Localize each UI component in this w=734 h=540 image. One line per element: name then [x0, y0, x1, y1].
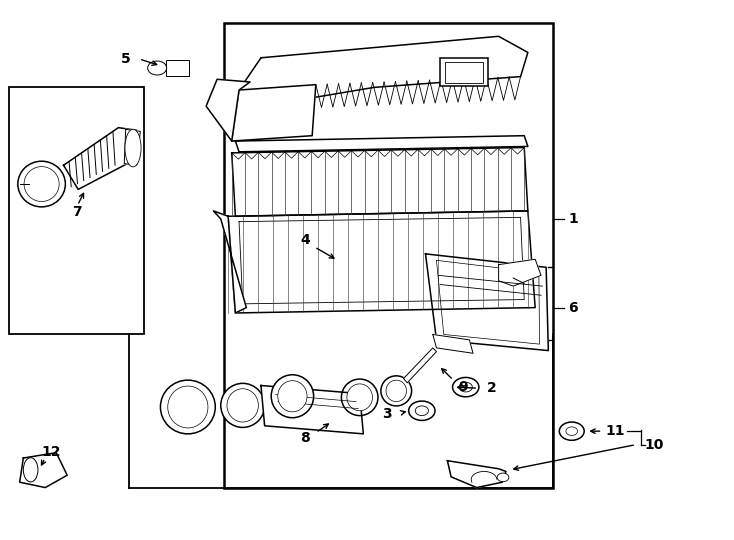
Polygon shape [261, 386, 363, 434]
Polygon shape [232, 147, 528, 217]
Ellipse shape [125, 129, 141, 167]
Polygon shape [433, 334, 473, 353]
Text: 7: 7 [73, 205, 82, 219]
Ellipse shape [221, 383, 265, 427]
Text: 6: 6 [568, 301, 578, 315]
Ellipse shape [271, 375, 313, 418]
Bar [166, 60, 189, 76]
Bar [9, 87, 144, 334]
Text: 12: 12 [41, 444, 61, 458]
Ellipse shape [18, 161, 65, 207]
Polygon shape [124, 129, 140, 165]
Ellipse shape [161, 380, 215, 434]
Ellipse shape [341, 379, 378, 416]
Circle shape [415, 406, 429, 416]
Ellipse shape [168, 386, 208, 428]
Polygon shape [236, 136, 528, 152]
Circle shape [497, 473, 509, 482]
Polygon shape [232, 85, 316, 141]
Circle shape [409, 401, 435, 421]
Text: 3: 3 [382, 407, 391, 421]
Text: 8: 8 [300, 430, 310, 444]
Text: 10: 10 [645, 437, 664, 451]
Ellipse shape [23, 458, 38, 482]
Polygon shape [214, 211, 247, 313]
Polygon shape [228, 211, 535, 313]
Polygon shape [20, 453, 68, 488]
Polygon shape [64, 127, 137, 190]
Circle shape [566, 427, 578, 435]
Polygon shape [239, 36, 528, 109]
Circle shape [559, 422, 584, 440]
Ellipse shape [386, 380, 407, 402]
Polygon shape [426, 254, 548, 350]
Text: 1: 1 [568, 212, 578, 226]
Bar [440, 58, 487, 86]
Text: 5: 5 [121, 52, 131, 66]
Bar [225, 23, 553, 488]
Ellipse shape [381, 376, 412, 406]
Ellipse shape [277, 381, 307, 412]
Text: 2: 2 [487, 381, 496, 395]
Circle shape [459, 382, 472, 392]
Text: 11: 11 [606, 424, 625, 438]
Ellipse shape [347, 384, 372, 411]
Circle shape [148, 61, 167, 75]
Text: 9: 9 [459, 380, 468, 394]
Bar [446, 62, 482, 83]
Text: 4: 4 [300, 233, 310, 247]
Polygon shape [498, 259, 541, 286]
Polygon shape [404, 348, 437, 383]
Ellipse shape [227, 389, 258, 422]
Polygon shape [206, 79, 250, 141]
Circle shape [453, 377, 479, 397]
Polygon shape [448, 461, 506, 488]
Ellipse shape [24, 166, 59, 201]
